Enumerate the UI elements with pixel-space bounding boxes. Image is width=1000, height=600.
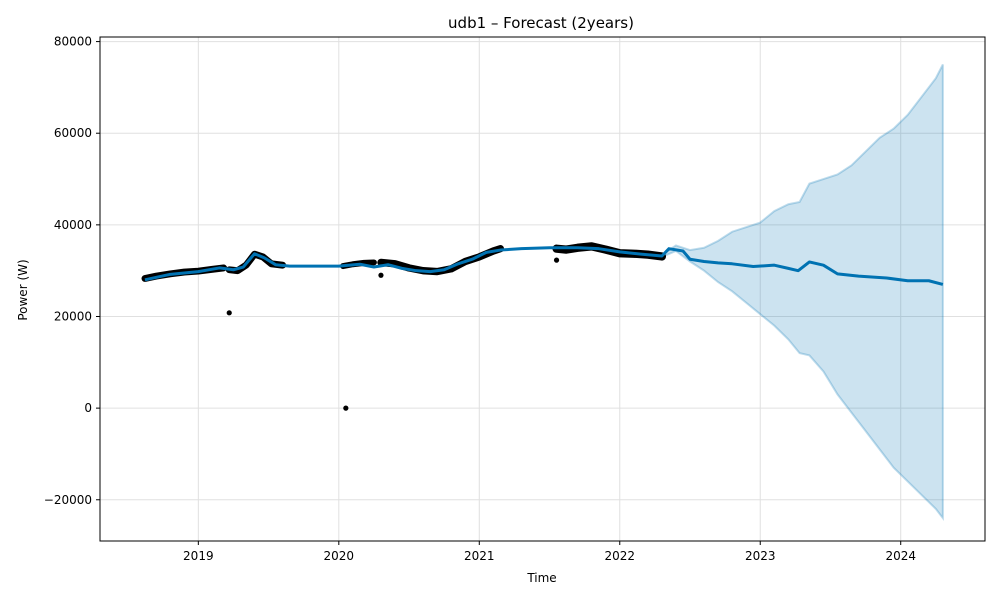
forecast-series — [144, 246, 944, 286]
y-tick-label-1: 0 — [84, 401, 92, 415]
y-tick-label-4: 60000 — [54, 126, 92, 140]
chart-title: udb1 – Forecast (2years) — [448, 14, 634, 32]
grid — [100, 37, 985, 541]
x-axis-label: Time — [526, 571, 556, 585]
x-tick-label-5: 2024 — [885, 549, 916, 563]
uncertainty-band — [660, 64, 944, 522]
outlier-point-2 — [378, 272, 384, 278]
uncertainty-interval — [660, 64, 944, 522]
y-axis-label: Power (W) — [16, 259, 30, 320]
x-tick-label-3: 2022 — [604, 549, 635, 563]
outlier-point-0 — [226, 310, 232, 316]
y-tick-label-2: 20000 — [54, 309, 92, 323]
y-tick-label-0: −20000 — [44, 493, 92, 507]
plot-frame — [99, 36, 986, 542]
forecast-line — [144, 246, 944, 286]
observed-data — [141, 242, 667, 411]
x-tick-label-1: 2020 — [324, 549, 355, 563]
x-tick-label-0: 2019 — [183, 549, 214, 563]
outlier-point-1 — [343, 405, 349, 411]
outlier-point-3 — [553, 257, 560, 263]
y-tick-label-3: 40000 — [54, 218, 92, 232]
x-tick-label-2: 2021 — [464, 549, 495, 563]
axis-ticks: 2019 2020 2021 2022 2023 2024 −20000 0 20000 4000… — [44, 35, 916, 563]
y-tick-label-5: 80000 — [54, 35, 92, 49]
x-tick-label-4: 2023 — [745, 549, 776, 563]
